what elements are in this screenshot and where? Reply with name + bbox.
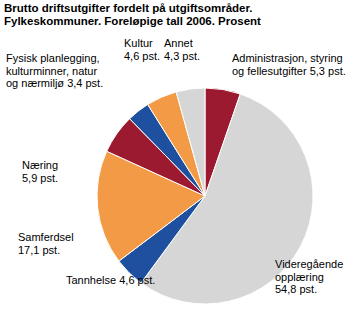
data-label-word: Fysisk xyxy=(6,52,40,64)
data-label-line: opplæring xyxy=(275,271,324,283)
data-label-word: Annet xyxy=(164,37,193,49)
data-label-line: 4,6 pst. xyxy=(124,50,160,62)
data-label-word: fellesutgifter xyxy=(247,65,309,77)
data-label-word: pst. xyxy=(328,65,346,77)
data-label-line: 54,8 pst. xyxy=(275,283,317,295)
data-label-word: pst. xyxy=(86,77,104,89)
data-label-word: 17,1 xyxy=(18,244,42,256)
data-label-word: pst. xyxy=(138,274,156,286)
title: Brutto driftsutgifter fordelt på utgifts… xyxy=(4,2,253,14)
data-label-word: 5,3 xyxy=(310,65,328,77)
data-label-word: 5,9 xyxy=(22,172,40,184)
subtitle: Fylkeskommuner. Foreløpige tall 2006. Pr… xyxy=(4,15,261,27)
data-label-line: 5,9 pst. xyxy=(22,172,58,184)
data-label-word: Tannhelse xyxy=(66,274,119,286)
data-label-word: Næring xyxy=(22,159,58,171)
data-label-line: og nærmiljø 3,4 pst. xyxy=(6,77,103,89)
data-label-word: opplæring xyxy=(275,271,324,283)
data-label-word: og xyxy=(232,65,247,77)
data-label-line: Videregående xyxy=(275,258,343,270)
data-label-line: Fysisk planlegging, xyxy=(6,52,100,64)
data-label-word: kulturminner, xyxy=(6,65,72,77)
data-label-word: Kultur xyxy=(124,37,153,49)
data-label-line: kulturminner, natur xyxy=(6,65,97,77)
data-label-word: Videregående xyxy=(275,258,343,270)
data-label-line: og fellesutgifter 5,3 pst. xyxy=(232,65,346,77)
data-label-word: pst. xyxy=(299,283,317,295)
data-label-word: 54,8 xyxy=(275,283,299,295)
data-label-line: 17,1 pst. xyxy=(18,244,60,256)
data-label-word: 4,6 xyxy=(119,274,137,286)
data-label-word: pst. xyxy=(40,172,58,184)
chart-container: Brutto driftsutgifter fordelt på utgifts… xyxy=(0,0,363,310)
pie-slice xyxy=(176,88,205,196)
data-label-line: Næring xyxy=(22,159,58,171)
data-label-line: Kultur xyxy=(124,37,153,49)
data-label-word: 3,4 xyxy=(67,77,85,89)
data-label-word: og xyxy=(6,77,21,89)
data-label-word: 4,3 xyxy=(164,50,182,62)
data-label-word: pst. xyxy=(182,50,200,62)
data-label-line: Tannhelse 4,6 pst. xyxy=(66,274,155,286)
data-label-word: pst. xyxy=(142,50,160,62)
chart-svg: Brutto driftsutgifter fordelt på utgifts… xyxy=(0,0,363,310)
data-label-word: 4,6 xyxy=(124,50,142,62)
data-label-word: pst. xyxy=(42,244,60,256)
data-labels: Administrasjon, styringog fellesutgifter… xyxy=(6,37,346,295)
data-label-word: nærmiljø xyxy=(21,77,67,89)
data-label-word: styring xyxy=(310,52,342,64)
data-label-line: Administrasjon, styring xyxy=(232,52,343,64)
data-label-line: 4,3 pst. xyxy=(164,50,200,62)
data-label-word: natur xyxy=(72,65,97,77)
data-label-word: Administrasjon, xyxy=(232,52,310,64)
data-label-line: Samferdsel xyxy=(18,231,74,243)
data-label-word: Samferdsel xyxy=(18,231,74,243)
data-label-word: planlegging, xyxy=(40,52,99,64)
data-label-line: Annet xyxy=(164,37,193,49)
